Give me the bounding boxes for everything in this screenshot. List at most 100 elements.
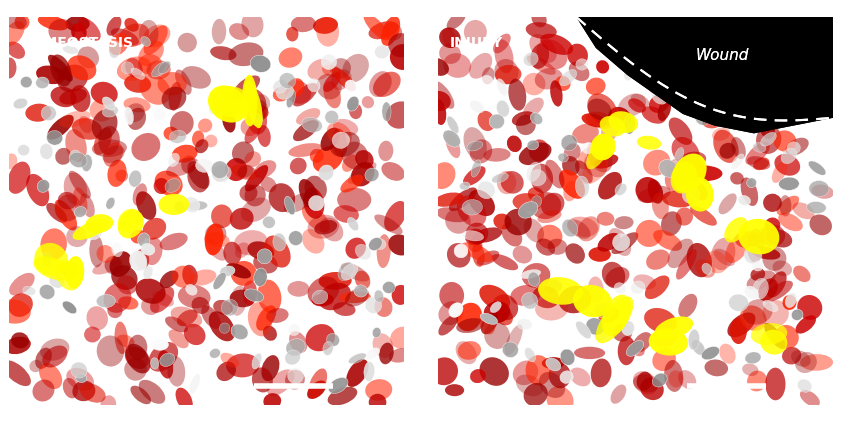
Ellipse shape [125,344,150,373]
Ellipse shape [67,55,96,81]
Ellipse shape [4,154,17,169]
Ellipse shape [765,217,780,233]
Ellipse shape [596,297,633,344]
Ellipse shape [676,249,697,280]
Ellipse shape [713,63,737,85]
Ellipse shape [320,218,343,241]
Ellipse shape [73,187,88,215]
Ellipse shape [639,59,660,83]
Ellipse shape [366,348,380,360]
Ellipse shape [136,191,156,220]
Ellipse shape [797,295,822,320]
Ellipse shape [439,282,464,309]
Ellipse shape [621,321,634,335]
Ellipse shape [745,352,761,364]
Ellipse shape [74,206,87,217]
Ellipse shape [796,315,816,334]
Ellipse shape [654,316,694,340]
Ellipse shape [320,127,340,151]
Ellipse shape [36,65,65,84]
Ellipse shape [91,82,117,105]
Ellipse shape [341,263,369,281]
Ellipse shape [598,233,620,252]
Ellipse shape [578,216,599,241]
Ellipse shape [706,91,715,100]
Ellipse shape [155,170,183,196]
Ellipse shape [574,347,605,359]
Ellipse shape [725,97,748,112]
Ellipse shape [77,46,99,68]
Ellipse shape [261,355,280,381]
Ellipse shape [235,242,250,258]
Ellipse shape [313,17,338,34]
Ellipse shape [738,38,768,55]
Ellipse shape [541,34,573,55]
Ellipse shape [102,146,125,163]
Ellipse shape [124,75,151,93]
Ellipse shape [64,173,88,206]
Ellipse shape [241,118,259,136]
Ellipse shape [479,316,495,335]
Ellipse shape [613,234,630,251]
Ellipse shape [3,360,31,386]
Ellipse shape [248,302,272,336]
Ellipse shape [158,350,173,379]
Ellipse shape [502,223,522,246]
Ellipse shape [730,172,744,184]
Ellipse shape [60,89,87,105]
Ellipse shape [671,162,697,194]
Ellipse shape [642,106,666,124]
Ellipse shape [226,354,259,377]
Ellipse shape [178,285,211,308]
Ellipse shape [234,230,268,255]
Ellipse shape [182,265,198,287]
Ellipse shape [324,81,341,108]
Ellipse shape [742,363,758,376]
Ellipse shape [762,247,786,271]
Ellipse shape [462,200,483,215]
Ellipse shape [89,235,104,267]
Ellipse shape [245,89,266,113]
Ellipse shape [762,300,778,311]
Ellipse shape [806,18,821,41]
Ellipse shape [18,145,30,156]
Ellipse shape [558,153,569,162]
Ellipse shape [354,285,367,297]
Ellipse shape [508,78,526,111]
Ellipse shape [734,231,760,249]
Ellipse shape [445,133,461,158]
Ellipse shape [279,73,296,89]
Ellipse shape [530,164,553,193]
Ellipse shape [82,154,93,172]
Ellipse shape [231,324,248,340]
Ellipse shape [124,18,139,32]
Ellipse shape [692,340,705,355]
Ellipse shape [473,227,502,243]
Ellipse shape [150,287,174,313]
Ellipse shape [50,87,76,107]
Ellipse shape [287,368,303,384]
Ellipse shape [529,170,546,186]
Ellipse shape [683,186,700,203]
Ellipse shape [131,230,146,243]
Ellipse shape [125,58,143,78]
Ellipse shape [316,73,342,100]
Ellipse shape [439,43,461,64]
Ellipse shape [292,83,318,106]
Ellipse shape [677,83,703,105]
Ellipse shape [118,296,139,310]
Ellipse shape [157,72,187,96]
Ellipse shape [516,375,543,396]
Ellipse shape [330,58,351,79]
Ellipse shape [220,266,235,276]
Ellipse shape [625,114,635,134]
Ellipse shape [769,65,786,81]
Ellipse shape [525,22,557,39]
Ellipse shape [456,318,484,333]
Ellipse shape [382,281,395,293]
Ellipse shape [390,327,413,349]
Ellipse shape [516,115,536,135]
Ellipse shape [252,353,262,369]
Ellipse shape [653,327,677,348]
Ellipse shape [264,235,291,268]
